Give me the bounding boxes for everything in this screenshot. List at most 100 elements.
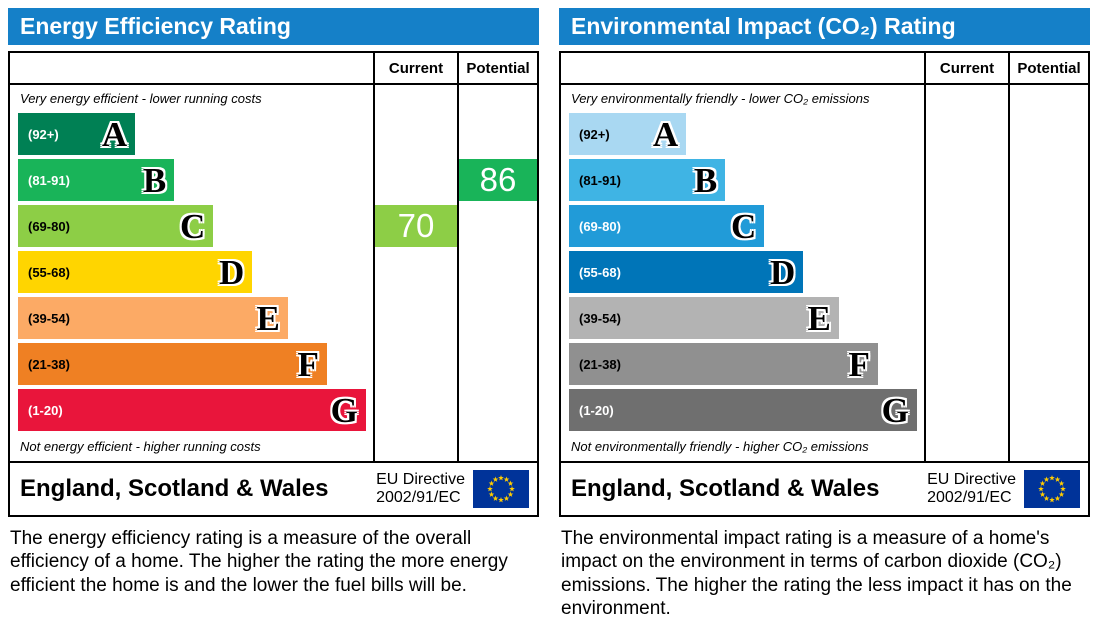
potential-cell-D (457, 249, 537, 295)
band-range-label: (55-68) (28, 264, 70, 280)
current-cell-G (924, 387, 1008, 433)
band-range-label: (92+) (28, 126, 59, 142)
column-header-spacer (561, 53, 924, 83)
current-cell-E (924, 295, 1008, 341)
band-letter: D (770, 252, 796, 292)
current-cell-D (373, 249, 457, 295)
band-letter: C (179, 206, 206, 246)
band-row-G: (1-20) G (10, 387, 373, 433)
rating-scale: Very energy efficient - lower running co… (10, 85, 537, 461)
environmental-impact-chart: Current Potential Very environmentally f… (559, 51, 1090, 517)
band-row-B: (81-91) B (10, 157, 373, 203)
band-row-E: (39-54) E (561, 295, 924, 341)
band-bar-B: (81-91) B (18, 159, 175, 201)
band-range-label: (55-68) (579, 264, 621, 280)
band-letter: C (730, 206, 757, 246)
band-bar-G: (1-20) G (18, 389, 366, 431)
region-label: England, Scotland & Wales (571, 475, 880, 502)
potential-cell-D (1008, 249, 1088, 295)
band-letter: F (848, 344, 870, 384)
current-cell-D (924, 249, 1008, 295)
current-cell-B (924, 157, 1008, 203)
potential-cell-E (1008, 295, 1088, 341)
current-column-header: Current (373, 53, 457, 83)
band-range-label: (39-54) (579, 310, 621, 326)
scale-bottom-note: Not environmentally friendly - higher CO… (571, 439, 869, 454)
potential-cell-A (457, 111, 537, 157)
potential-cell-C (1008, 203, 1088, 249)
band-letter: A (652, 114, 679, 154)
potential-cell-A (1008, 111, 1088, 157)
current-cell-E (373, 295, 457, 341)
band-bar-E: (39-54) E (18, 297, 288, 339)
potential-cell-F (1008, 341, 1088, 387)
band-range-label: (69-80) (28, 218, 70, 234)
band-bar-C: (69-80) C (569, 205, 765, 247)
band-letter: B (693, 160, 718, 200)
eu-directive-label: EU Directive 2002/91/EC (927, 470, 1016, 506)
band-range-label: (1-20) (579, 402, 614, 418)
band-row-D: (55-68) D (10, 249, 373, 295)
potential-cell-G (457, 387, 537, 433)
current-cell-A (373, 111, 457, 157)
band-row-D: (55-68) D (561, 249, 924, 295)
current-rating-value: 70 (375, 205, 457, 247)
column-header-spacer (10, 53, 373, 83)
band-row-C: (69-80) C (561, 203, 924, 249)
band-bar-B: (81-91) B (569, 159, 726, 201)
band-row-B: (81-91) B (561, 157, 924, 203)
band-letter: E (807, 298, 831, 338)
band-bar-D: (55-68) D (18, 251, 253, 293)
band-range-label: (39-54) (28, 310, 70, 326)
band-bar-A: (92+) A (18, 113, 136, 155)
potential-cell-E (457, 295, 537, 341)
band-range-label: (81-91) (579, 172, 621, 188)
band-row-F: (21-38) F (10, 341, 373, 387)
band-letter: E (256, 298, 280, 338)
current-column-header: Current (924, 53, 1008, 83)
environmental-impact-panel: Environmental Impact (CO₂) Rating Curren… (559, 8, 1090, 620)
band-bar-E: (39-54) E (569, 297, 839, 339)
current-cell-C (924, 203, 1008, 249)
current-cell-C: 70 (373, 203, 457, 249)
energy-efficiency-title: Energy Efficiency Rating (8, 8, 539, 45)
band-row-G: (1-20) G (561, 387, 924, 433)
current-cell-F (373, 341, 457, 387)
scale-bottom-note: Not energy efficient - higher running co… (20, 439, 261, 454)
potential-cell-F (457, 341, 537, 387)
band-bar-A: (92+) A (569, 113, 687, 155)
eu-flag-icon (1024, 470, 1080, 508)
band-letter: A (101, 114, 128, 154)
band-letter: B (142, 160, 167, 200)
potential-cell-B: 86 (457, 157, 537, 203)
band-letter: G (330, 390, 358, 430)
rating-scale: Very environmentally friendly - lower CO… (561, 85, 1088, 461)
column-header-row: Current Potential (10, 53, 537, 85)
band-row-A: (92+) A (10, 111, 373, 157)
band-row-C: (69-80) C (10, 203, 373, 249)
current-cell-F (924, 341, 1008, 387)
current-cell-B (373, 157, 457, 203)
eu-directive-label: EU Directive 2002/91/EC (376, 470, 465, 506)
potential-column-header: Potential (1008, 53, 1088, 83)
band-row-A: (92+) A (561, 111, 924, 157)
current-cell-G (373, 387, 457, 433)
scale-top-note: Very energy efficient - lower running co… (20, 91, 262, 106)
environmental-impact-title: Environmental Impact (CO₂) Rating (559, 8, 1090, 45)
band-range-label: (1-20) (28, 402, 63, 418)
eu-flag-icon (473, 470, 529, 508)
band-bar-D: (55-68) D (569, 251, 804, 293)
potential-cell-B (1008, 157, 1088, 203)
band-bar-G: (1-20) G (569, 389, 917, 431)
band-row-E: (39-54) E (10, 295, 373, 341)
column-header-row: Current Potential (561, 53, 1088, 85)
band-range-label: (92+) (579, 126, 610, 142)
potential-rating-value: 86 (459, 159, 537, 201)
band-range-label: (69-80) (579, 218, 621, 234)
band-letter: G (881, 390, 909, 430)
band-letter: D (219, 252, 245, 292)
potential-column-header: Potential (457, 53, 537, 83)
energy-efficiency-panel: Energy Efficiency Rating Current Potenti… (8, 8, 539, 620)
band-range-label: (21-38) (579, 356, 621, 372)
band-range-label: (81-91) (28, 172, 70, 188)
